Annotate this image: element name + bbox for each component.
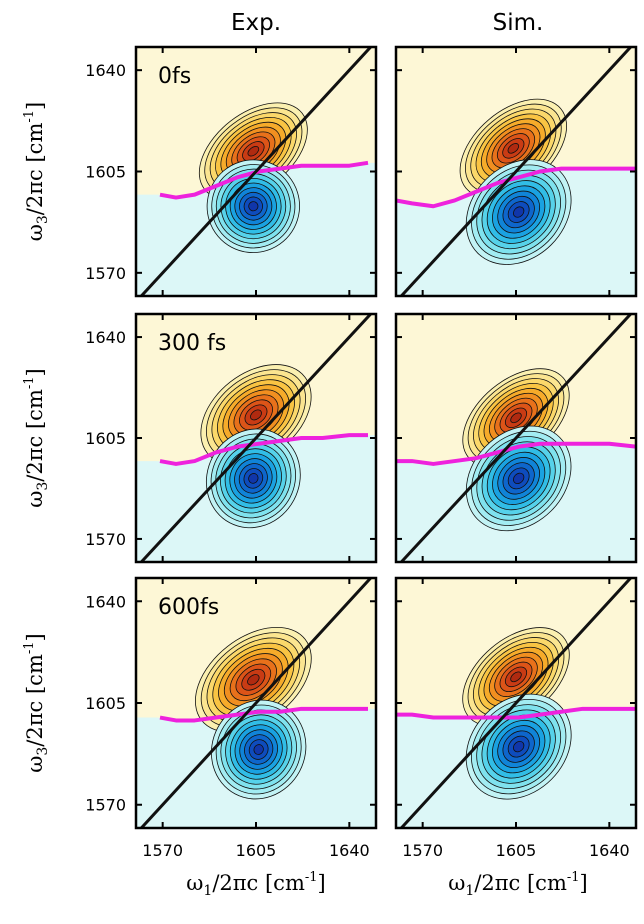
y-tick-label: 1605 bbox=[85, 163, 126, 182]
y-axis-label-row-2: ω3/2πc [cm-1] bbox=[22, 633, 51, 772]
x-tick-label: 1605 bbox=[236, 841, 277, 860]
x-axis-label-sim: ω1/2πc [cm-1] bbox=[448, 870, 587, 899]
x-tick-label: 1640 bbox=[589, 841, 630, 860]
x-axis-label-exp: ω1/2πc [cm-1] bbox=[186, 870, 325, 899]
panel-1-1 bbox=[396, 314, 636, 562]
positive-contour-10 bbox=[250, 409, 262, 421]
diagonal-line bbox=[139, 578, 373, 828]
node-line bbox=[396, 706, 636, 720]
negative-contour-10 bbox=[253, 744, 264, 755]
diagonal-line bbox=[139, 47, 373, 296]
node-line bbox=[159, 160, 369, 200]
y-axis-label-row-0: ω3/2πc [cm-1] bbox=[22, 102, 51, 241]
delay-label-row-1: 300 fs bbox=[158, 331, 226, 356]
x-tick-label: 1570 bbox=[402, 841, 443, 860]
node-line bbox=[159, 706, 368, 723]
node-line bbox=[396, 441, 636, 466]
diagonal-line bbox=[399, 314, 633, 562]
diagonal-line bbox=[139, 314, 373, 562]
y-tick-label: 1605 bbox=[85, 429, 126, 448]
panel-1-0 bbox=[136, 314, 376, 562]
panel-2-0 bbox=[136, 578, 376, 828]
y-tick-label: 1640 bbox=[85, 592, 126, 611]
column-title-exp: Exp. bbox=[231, 10, 281, 36]
y-tick-label: 1640 bbox=[85, 61, 126, 80]
y-axis-label-row-1: ω3/2πc [cm-1] bbox=[22, 368, 51, 507]
negative-contour-10 bbox=[248, 201, 259, 212]
positive-contour-10 bbox=[247, 145, 260, 157]
x-tick-label: 1640 bbox=[329, 841, 370, 860]
negative-contour-10 bbox=[248, 473, 259, 484]
panel-2-1 bbox=[396, 578, 636, 828]
x-tick-label: 1605 bbox=[496, 841, 537, 860]
diagonal-line bbox=[399, 47, 633, 296]
panel-0-1 bbox=[396, 47, 636, 296]
y-tick-label: 1570 bbox=[85, 796, 126, 815]
tick-labels-group: 1570 1605 1640 1570 1605 1640 1570 1605 1640 1570… bbox=[85, 61, 629, 860]
delay-label-row-0: 0fs bbox=[158, 64, 191, 89]
positive-contour-10 bbox=[507, 143, 520, 154]
x-tick-label: 1570 bbox=[142, 841, 183, 860]
negative-contour-10 bbox=[513, 472, 525, 485]
positive-contour-10 bbox=[247, 674, 260, 686]
y-tick-label: 1570 bbox=[85, 264, 126, 283]
y-tick-label: 1605 bbox=[85, 694, 126, 713]
panel-0-0 bbox=[136, 47, 376, 296]
node-line bbox=[159, 433, 368, 466]
negative-contour-10 bbox=[513, 206, 525, 218]
y-tick-label: 1570 bbox=[85, 530, 126, 549]
y-tick-label: 1640 bbox=[85, 328, 126, 347]
delay-label-row-2: 600fs bbox=[158, 595, 219, 620]
panels-group: 0fs 300 fs 600fs bbox=[134, 45, 638, 830]
column-title-sim: Sim. bbox=[493, 10, 544, 36]
positive-contour-10 bbox=[510, 671, 522, 683]
diagonal-line bbox=[399, 578, 633, 828]
negative-contour-10 bbox=[513, 740, 525, 753]
positive-contour-10 bbox=[510, 412, 522, 424]
axis-labels-group: ω1/2πc [cm-1] ω1/2πc [cm-1] ω3/2πc [cm-1] ω… bbox=[22, 102, 588, 899]
